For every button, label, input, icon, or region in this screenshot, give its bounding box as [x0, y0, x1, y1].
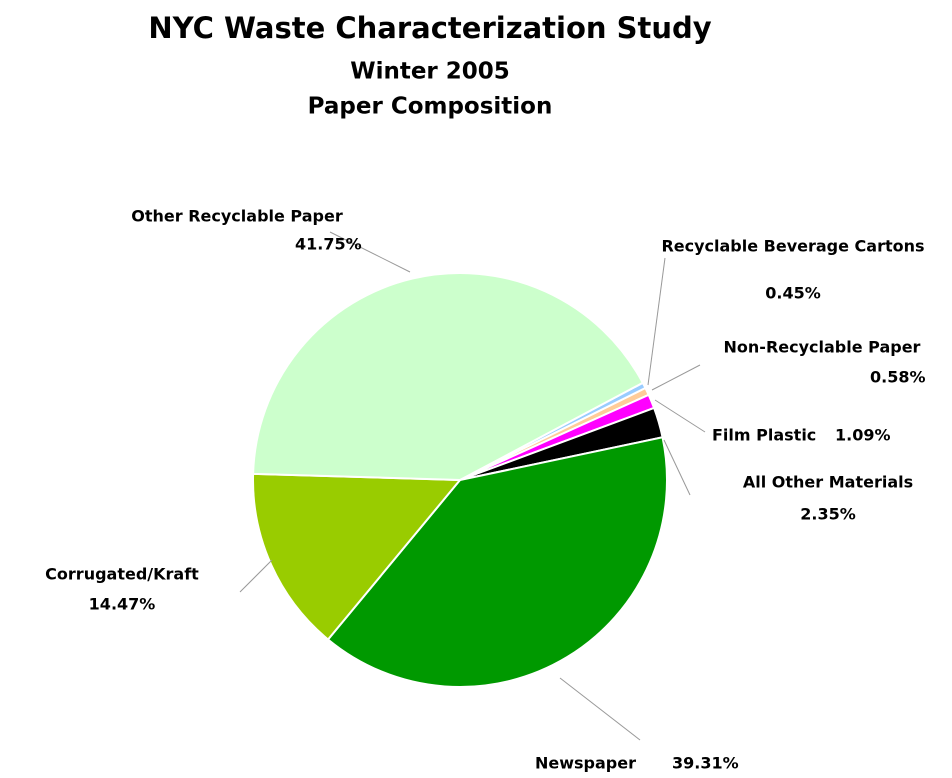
leader-line — [329, 231, 411, 273]
slice-value-label: 0.45% — [765, 284, 821, 303]
leader-line — [647, 257, 666, 386]
slice-label: Other Recyclable Paper — [131, 207, 343, 226]
leader-line — [663, 439, 691, 496]
slice-value-label: 14.47% — [89, 595, 156, 614]
slice-label: Non-Recyclable Paper — [724, 338, 921, 357]
slice-label: All Other Materials — [743, 473, 913, 492]
chart-title: NYC Waste Characterization Study — [148, 11, 711, 45]
chart-subtitle: Winter 2005 — [350, 59, 510, 85]
leader-line — [559, 677, 641, 741]
slice-value-label: 41.75% — [295, 235, 362, 254]
pie-slice — [252, 272, 645, 482]
slice-value-label: 39.31% — [672, 754, 739, 773]
slice-label: Corrugated/Kraft — [45, 565, 199, 584]
slice-label: Recyclable Beverage Cartons — [661, 237, 924, 256]
slice-value-label: 1.09% — [835, 426, 891, 445]
slice-value-label: 2.35% — [800, 505, 856, 524]
slice-label: Film Plastic — [712, 426, 816, 445]
leader-line — [654, 399, 706, 433]
leader-line — [651, 364, 701, 391]
pie-slice — [326, 436, 668, 688]
chart-subtitle: Paper Composition — [308, 94, 553, 120]
leader-line — [239, 559, 273, 593]
pie-slice — [252, 472, 463, 641]
slice-value-label: 0.58% — [870, 368, 926, 387]
slice-label: Newspaper — [535, 754, 636, 773]
